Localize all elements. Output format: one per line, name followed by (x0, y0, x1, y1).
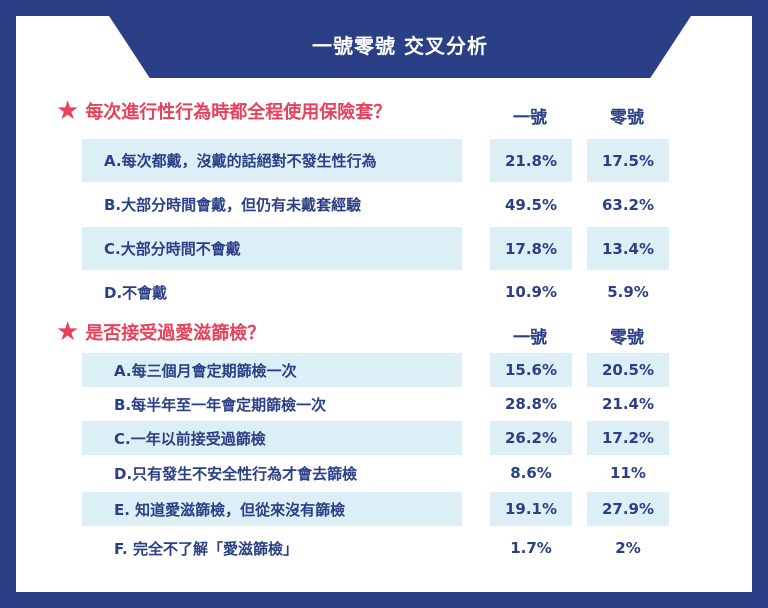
value-bottom: 13.4% (601, 239, 655, 258)
row-highlight (82, 227, 462, 270)
value-highlight (490, 353, 572, 387)
option-label: E. 知道愛滋篩檢，但從來沒有篩檢 (114, 500, 346, 519)
value-highlight (490, 139, 572, 182)
star-icon: ★ (56, 96, 80, 126)
row-highlight (82, 421, 462, 455)
option-label: F. 完全不了解「愛滋篩檢」 (114, 539, 298, 558)
value-top: 1.7% (510, 539, 552, 557)
value-highlight (587, 421, 669, 455)
row-highlight (82, 353, 462, 387)
value-highlight (587, 227, 669, 270)
value-bottom: 2% (615, 539, 641, 557)
question-1-text: 每次進行性行為時都全程使用保險套？ (85, 102, 392, 123)
option-label: A.每三個月會定期篩檢一次 (114, 361, 297, 380)
question-2-text: 是否接受過愛滋篩檢？ (85, 323, 266, 344)
option-label: B.大部分時間會戴，但仍有未戴套經驗 (104, 196, 362, 214)
option-label: C.一年以前接受過篩檢 (114, 429, 266, 448)
value-highlight (490, 421, 572, 455)
value-highlight (587, 492, 669, 526)
option-label: D.不會戴 (104, 283, 168, 302)
question-1: ★ 每次進行性行為時都全程使用保險套？ (56, 97, 391, 125)
value-highlight (587, 353, 669, 387)
option-label: B.每半年至一年會定期篩檢一次 (114, 395, 327, 414)
option-label: D.只有發生不安全性行為才會去篩檢 (114, 464, 358, 483)
row-highlight (82, 492, 462, 526)
row-highlight (82, 139, 462, 182)
value-bottom: 17.5% (601, 151, 655, 170)
value-top: 21.8% (504, 151, 558, 170)
value-bottom: 27.9% (601, 500, 655, 518)
value-highlight (490, 227, 572, 270)
column-header-top: 一號 (513, 108, 547, 128)
value-highlight (490, 492, 572, 526)
title-banner: 一號零號 交叉分析 (109, 16, 691, 78)
value-top: 28.8% (504, 395, 558, 413)
value-top: 10.9% (504, 283, 558, 301)
column-header-bottom: 零號 (610, 108, 644, 128)
value-top: 26.2% (504, 429, 558, 447)
option-label: C.大部分時間不會戴 (104, 240, 241, 258)
value-top: 8.6% (510, 464, 552, 482)
value-top: 15.6% (504, 361, 558, 379)
value-bottom: 20.5% (601, 361, 655, 379)
value-bottom: 11% (610, 464, 646, 482)
value-bottom: 63.2% (601, 195, 655, 214)
value-top: 17.8% (504, 239, 558, 258)
value-bottom: 5.9% (607, 283, 649, 301)
question-2: ★ 是否接受過愛滋篩檢？ (56, 318, 265, 346)
value-bottom: 21.4% (601, 395, 655, 413)
page-title: 一號零號 交叉分析 (312, 34, 488, 58)
value-bottom: 17.2% (601, 429, 655, 447)
value-highlight (587, 139, 669, 182)
column-header-top: 一號 (513, 328, 547, 348)
column-header-bottom: 零號 (610, 328, 644, 348)
star-icon: ★ (56, 317, 80, 347)
value-top: 19.1% (504, 500, 558, 518)
value-top: 49.5% (504, 195, 558, 214)
option-label: A.每次都戴，沒戴的話絕對不發生性行為 (104, 152, 377, 170)
